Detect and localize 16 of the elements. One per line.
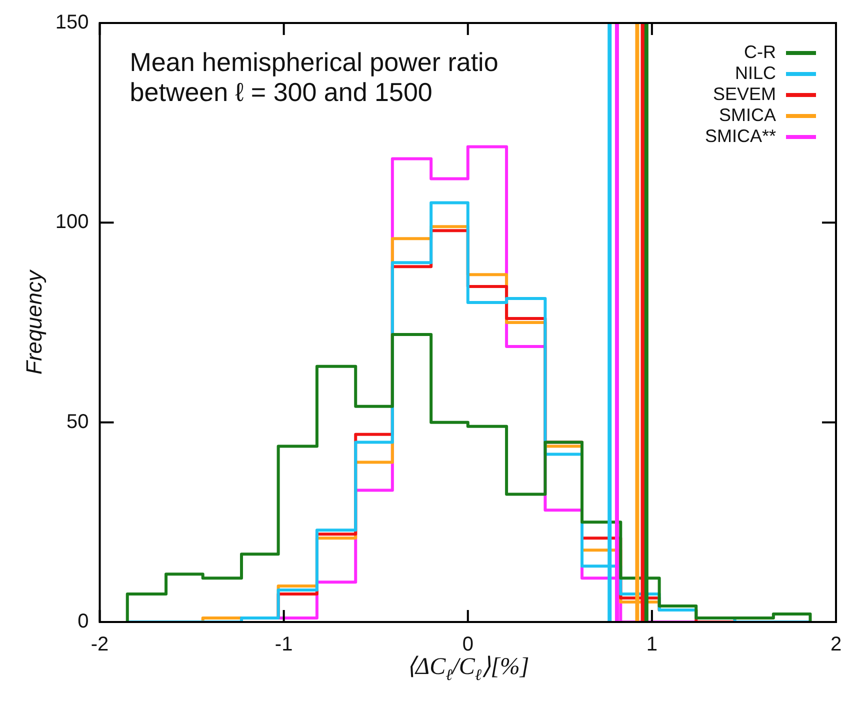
y-tick-label: 100 [55,211,89,234]
legend-label: SMICA** [704,126,776,146]
y-axis-title: Frequency [21,268,46,374]
legend-label: NILC [734,62,776,83]
x-tick-label: 1 [646,634,658,656]
x-tick-label: -2 [90,634,109,656]
y-tick-label: 50 [66,410,89,433]
x-tick-label: 0 [462,634,474,656]
legend-label: SMICA [718,104,776,125]
x-tick-label: 2 [830,634,842,656]
legend-label: C-R [744,42,776,62]
y-tick-label: 0 [78,610,89,633]
legend-label: SEVEM [712,84,776,104]
x-tick-label: -1 [274,634,293,656]
y-tick-label: 150 [55,12,89,34]
text: Mean hemispherical power ratio between ℓ = 300 and 1500 [130,47,498,108]
